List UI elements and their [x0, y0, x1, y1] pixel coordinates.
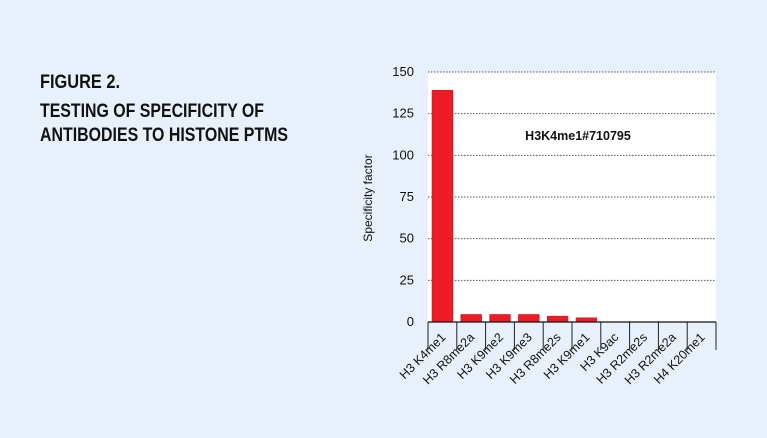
y-axis-label: Specificity factor: [361, 154, 375, 241]
y-tick-label: 100: [392, 147, 414, 162]
y-tick-label: 150: [392, 64, 414, 79]
y-tick-label: 75: [400, 189, 414, 204]
bar: [575, 317, 598, 323]
bar: [518, 314, 540, 323]
bar: [546, 315, 569, 323]
figure-title: TESTING OF SPECIFICITY OF: [40, 101, 264, 122]
y-tick-label: 25: [400, 272, 414, 287]
annotation: H3K4me1#710795: [525, 129, 631, 143]
bar: [460, 314, 482, 323]
y-tick-label: 50: [400, 231, 414, 246]
figure-title: ANTIBODIES TO HISTONE PTMS: [40, 125, 288, 146]
bar: [431, 90, 454, 323]
figure-label: FIGURE 2.: [40, 72, 120, 93]
y-tick-label: 0: [407, 314, 414, 329]
y-tick-label: 125: [392, 106, 414, 121]
bar: [489, 314, 511, 323]
